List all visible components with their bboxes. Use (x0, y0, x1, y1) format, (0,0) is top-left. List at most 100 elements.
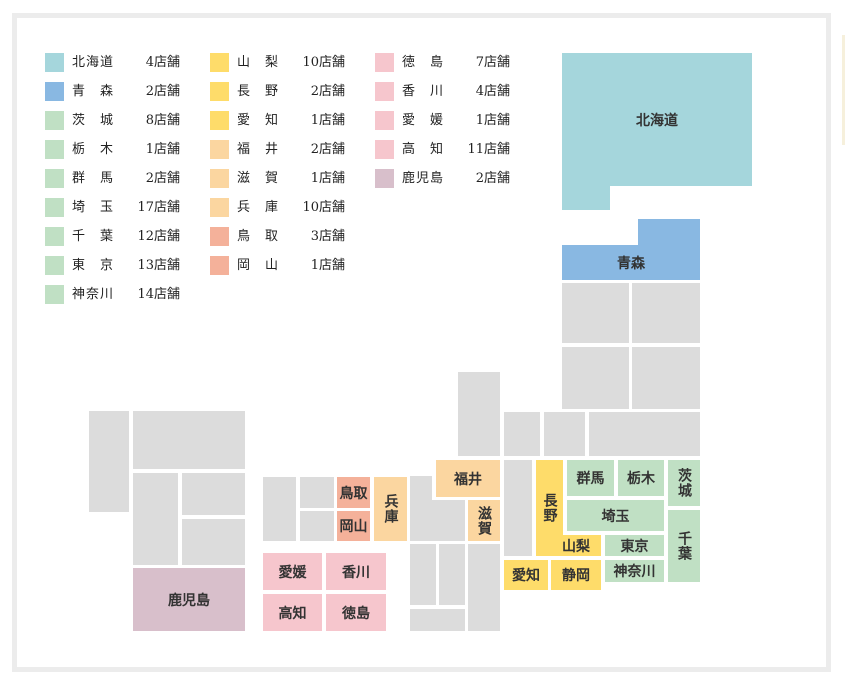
legend-item: 北海道 4店舗 (45, 53, 180, 72)
legend-count: 2店舗 (310, 84, 345, 99)
prefecture-block (504, 412, 540, 456)
legend-count: 3店舗 (310, 229, 345, 244)
prefecture-yamanashi[interactable]: 山梨 (551, 535, 601, 556)
legend-item: 東 京 13店舗 (45, 256, 180, 275)
legend-name: 福 井 (237, 142, 280, 157)
legend-count: 1店舗 (475, 113, 510, 128)
prefecture-block (410, 544, 436, 605)
legend-item: 山 梨 10店舗 (210, 53, 345, 72)
legend-swatch (45, 169, 64, 188)
prefecture-ehime[interactable]: 愛媛 (263, 553, 322, 590)
legend-item: 滋 賀 1店舗 (210, 169, 345, 188)
prefecture-shizuoka[interactable]: 静岡 (551, 560, 601, 590)
prefecture-block (410, 476, 432, 541)
legend-count: 12店舗 (137, 229, 180, 244)
legend-name: 兵 庫 (237, 200, 280, 215)
legend-item: 長 野 2店舗 (210, 82, 345, 101)
legend-item: 栃 木 1店舗 (45, 140, 180, 159)
legend-count: 8店舗 (145, 113, 180, 128)
legend-count: 2店舗 (145, 171, 180, 186)
legend-swatch (45, 140, 64, 159)
legend-name: 千 葉 (72, 229, 115, 244)
legend-count: 2店舗 (310, 142, 345, 157)
prefecture-block (432, 500, 465, 541)
legend-item: 福 井 2店舗 (210, 140, 345, 159)
prefecture-block (468, 544, 500, 631)
prefecture-block (589, 412, 700, 456)
legend-swatch (45, 111, 64, 130)
prefecture-block (458, 372, 500, 456)
prefecture-kochi[interactable]: 高知 (263, 594, 322, 631)
legend-item: 鹿児島 2店舗 (375, 169, 510, 188)
prefecture-fukui[interactable]: 福井 (436, 460, 500, 497)
prefecture-aomori[interactable]: 青森 (562, 245, 700, 280)
legend-item: 埼 玉 17店舗 (45, 198, 180, 217)
legend-count: 1店舗 (310, 113, 345, 128)
legend-swatch (375, 140, 394, 159)
prefecture-hokkaido[interactable]: 北海道 (562, 53, 752, 186)
legend-item: 群 馬 2店舗 (45, 169, 180, 188)
legend-name: 北海道 (72, 55, 115, 70)
legend-swatch (375, 111, 394, 130)
legend-item: 鳥 取 3店舗 (210, 227, 345, 246)
prefecture-block (632, 347, 700, 409)
legend-item: 愛 知 1店舗 (210, 111, 345, 130)
prefecture-block (562, 347, 629, 409)
legend-swatch (210, 140, 229, 159)
prefecture-block (182, 519, 245, 565)
legend-swatch (210, 227, 229, 246)
legend-item: 香 川 4店舗 (375, 82, 510, 101)
legend-swatch (45, 82, 64, 101)
prefecture-block (263, 477, 296, 541)
legend-swatch (45, 227, 64, 246)
legend-item: 千 葉 12店舗 (45, 227, 180, 246)
prefecture-block (638, 219, 700, 250)
prefecture-kagawa[interactable]: 香川 (326, 553, 386, 590)
prefecture-block (562, 180, 610, 210)
prefecture-tokyo[interactable]: 東京 (605, 535, 664, 556)
legend-name: 茨 城 (72, 113, 115, 128)
legend-count: 2店舗 (475, 171, 510, 186)
prefecture-block (89, 411, 129, 512)
legend-swatch (210, 198, 229, 217)
prefecture-kanagawa[interactable]: 神奈川 (605, 560, 664, 582)
legend-name: 鳥 取 (237, 229, 280, 244)
prefecture-kagoshima[interactable]: 鹿児島 (133, 568, 245, 631)
prefecture-ibaraki[interactable]: 茨城 (668, 460, 700, 506)
legend-item: 岡 山 1店舗 (210, 256, 345, 275)
legend-name: 滋 賀 (237, 171, 280, 186)
legend-count: 1店舗 (145, 142, 180, 157)
legend-item: 愛 媛 1店舗 (375, 111, 510, 130)
prefecture-shiga[interactable]: 滋賀 (468, 500, 500, 541)
legend-name: 群 馬 (72, 171, 115, 186)
legend-name: 東 京 (72, 258, 115, 273)
prefecture-hyogo[interactable]: 兵庫 (374, 477, 407, 541)
prefecture-gunma[interactable]: 群馬 (567, 460, 614, 496)
legend-count: 7店舗 (475, 55, 510, 70)
legend-item: 青 森 2店舗 (45, 82, 180, 101)
legend-swatch (45, 256, 64, 275)
prefecture-tokushima[interactable]: 徳島 (326, 594, 386, 631)
prefecture-saitama[interactable]: 埼玉 (567, 500, 664, 531)
side-decoration (842, 35, 845, 145)
prefecture-block (632, 283, 700, 343)
legend-swatch (210, 111, 229, 130)
prefecture-tottori[interactable]: 鳥取 (337, 477, 370, 508)
prefecture-aichi[interactable]: 愛知 (504, 560, 548, 590)
legend-name: 長 野 (237, 84, 280, 99)
prefecture-block (133, 473, 178, 565)
legend-count: 10店舗 (302, 200, 345, 215)
prefecture-okayama[interactable]: 岡山 (337, 511, 370, 541)
prefecture-block (504, 460, 532, 556)
legend-name: 鹿児島 (402, 171, 445, 186)
legend-swatch (45, 53, 64, 72)
prefecture-block (544, 412, 585, 456)
prefecture-tochigi[interactable]: 栃木 (618, 460, 664, 496)
legend-swatch (210, 169, 229, 188)
prefecture-block (133, 411, 245, 469)
legend-count: 4店舗 (145, 55, 180, 70)
legend-swatch (375, 53, 394, 72)
legend-swatch (45, 198, 64, 217)
legend-name: 愛 媛 (402, 113, 445, 128)
prefecture-chiba[interactable]: 千葉 (668, 510, 700, 582)
